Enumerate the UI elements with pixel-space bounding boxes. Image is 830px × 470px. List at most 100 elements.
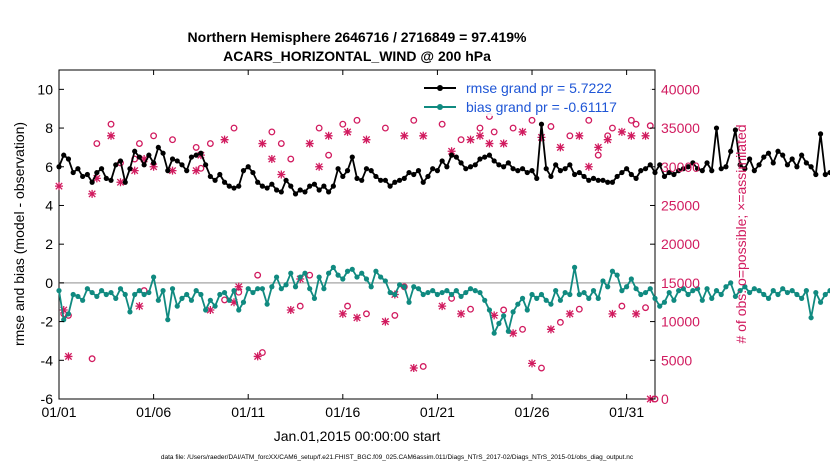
x-axis-label: Jan.01,2015 00:00:00 start <box>274 428 441 444</box>
bias-point <box>694 286 701 292</box>
obs-assimilated-marker <box>400 131 409 140</box>
rmse-point <box>765 150 772 156</box>
obs-possible-marker <box>419 363 427 370</box>
bias-point <box>458 293 464 300</box>
bias-point <box>283 282 289 288</box>
obs-assimilated-marker <box>168 166 177 175</box>
bias-point <box>732 293 739 300</box>
rmse-point <box>704 160 710 166</box>
obs-possible-marker <box>381 124 389 132</box>
obs-assimilated-marker <box>253 352 262 361</box>
obs-assimilated-marker <box>140 155 149 164</box>
rmse-point <box>136 154 143 160</box>
y-left-tick-label: -4 <box>41 352 54 368</box>
rmse-point <box>179 162 185 168</box>
bias-point <box>387 289 393 296</box>
bias-point <box>590 288 597 294</box>
bias-point <box>775 291 781 298</box>
rmse-point <box>491 158 497 164</box>
y-left-tick-label: 2 <box>45 236 53 252</box>
bias-point <box>250 289 256 296</box>
bias-point <box>690 288 696 294</box>
bias-point <box>297 274 303 280</box>
rmse-point <box>496 162 502 168</box>
rmse-point <box>737 162 743 168</box>
bias-point <box>65 311 72 317</box>
bias-point <box>595 295 601 301</box>
rmse-point <box>269 181 275 187</box>
bias-point <box>505 328 511 334</box>
rmse-point <box>221 179 228 185</box>
bias-point <box>761 291 767 298</box>
rmse-point <box>685 164 691 170</box>
bias-point <box>784 289 791 296</box>
obs-possible-marker <box>206 140 214 147</box>
bias-point <box>70 291 76 298</box>
bias-point <box>463 289 469 296</box>
bias-point <box>326 270 332 276</box>
rmse-point <box>297 187 303 193</box>
rmse-point <box>335 166 341 172</box>
rmse-point <box>387 183 393 189</box>
obs-assimilated-marker <box>192 166 201 175</box>
obs-assimilated-marker <box>575 131 584 140</box>
bias-point <box>354 274 360 280</box>
bias-point <box>576 291 582 298</box>
rmse-point <box>742 166 748 172</box>
rmse-point <box>543 166 549 172</box>
rmse-point <box>529 168 535 174</box>
bias-point <box>652 295 658 301</box>
bias-point <box>136 288 143 294</box>
obs-possible-marker <box>575 305 583 313</box>
obs-possible-marker <box>93 140 101 147</box>
obs-assimilated-marker <box>220 135 229 144</box>
bias-point <box>117 286 124 292</box>
obs-possible-marker <box>438 120 446 128</box>
obs-assimilated-marker <box>419 131 428 140</box>
bias-point <box>467 286 474 292</box>
rmse-point <box>203 162 209 168</box>
bias-point <box>278 286 284 292</box>
y-left-tick-label: -2 <box>41 314 54 330</box>
obs-assimilated-marker <box>234 282 243 291</box>
rmse-point <box>709 168 715 174</box>
bias-point <box>184 291 190 298</box>
rmse-point <box>311 181 318 187</box>
bias-point <box>657 303 663 309</box>
rmse-point <box>217 171 223 178</box>
obs-possible-marker <box>169 136 176 144</box>
bias-point <box>472 288 478 294</box>
rmse-point <box>160 150 166 156</box>
bias-point <box>628 276 634 282</box>
x-tick-label: 01/21 <box>420 404 455 420</box>
bias-point <box>307 286 313 292</box>
bias-point <box>430 288 436 294</box>
rmse-point <box>80 173 86 180</box>
rmse-point <box>264 185 270 191</box>
bias-point <box>747 289 753 296</box>
rmse-point <box>605 179 611 185</box>
legend-box <box>422 79 652 116</box>
bias-point <box>543 297 549 303</box>
obs-assimilated-marker <box>92 174 101 183</box>
bias-point <box>340 276 346 282</box>
obs-possible-marker <box>585 116 593 124</box>
bias-point <box>553 288 559 294</box>
x-tick-label: 01/11 <box>231 404 265 420</box>
rmse-point <box>444 164 450 170</box>
obs-possible-marker <box>594 151 602 159</box>
bias-point <box>406 299 412 305</box>
rmse-point <box>406 169 412 176</box>
obs-assimilated-marker <box>267 155 276 164</box>
bias-point <box>567 291 573 298</box>
bias-point <box>401 284 407 290</box>
rmse-point <box>519 166 526 172</box>
bias-point <box>344 268 351 274</box>
obs-assimilated-marker <box>353 313 361 322</box>
bias-point <box>619 288 625 294</box>
bias-point <box>373 268 379 274</box>
y-right-tick-label: 35000 <box>661 120 700 136</box>
bias-point <box>349 266 355 272</box>
obs-possible-marker <box>277 140 285 147</box>
rmse-point <box>378 177 384 183</box>
